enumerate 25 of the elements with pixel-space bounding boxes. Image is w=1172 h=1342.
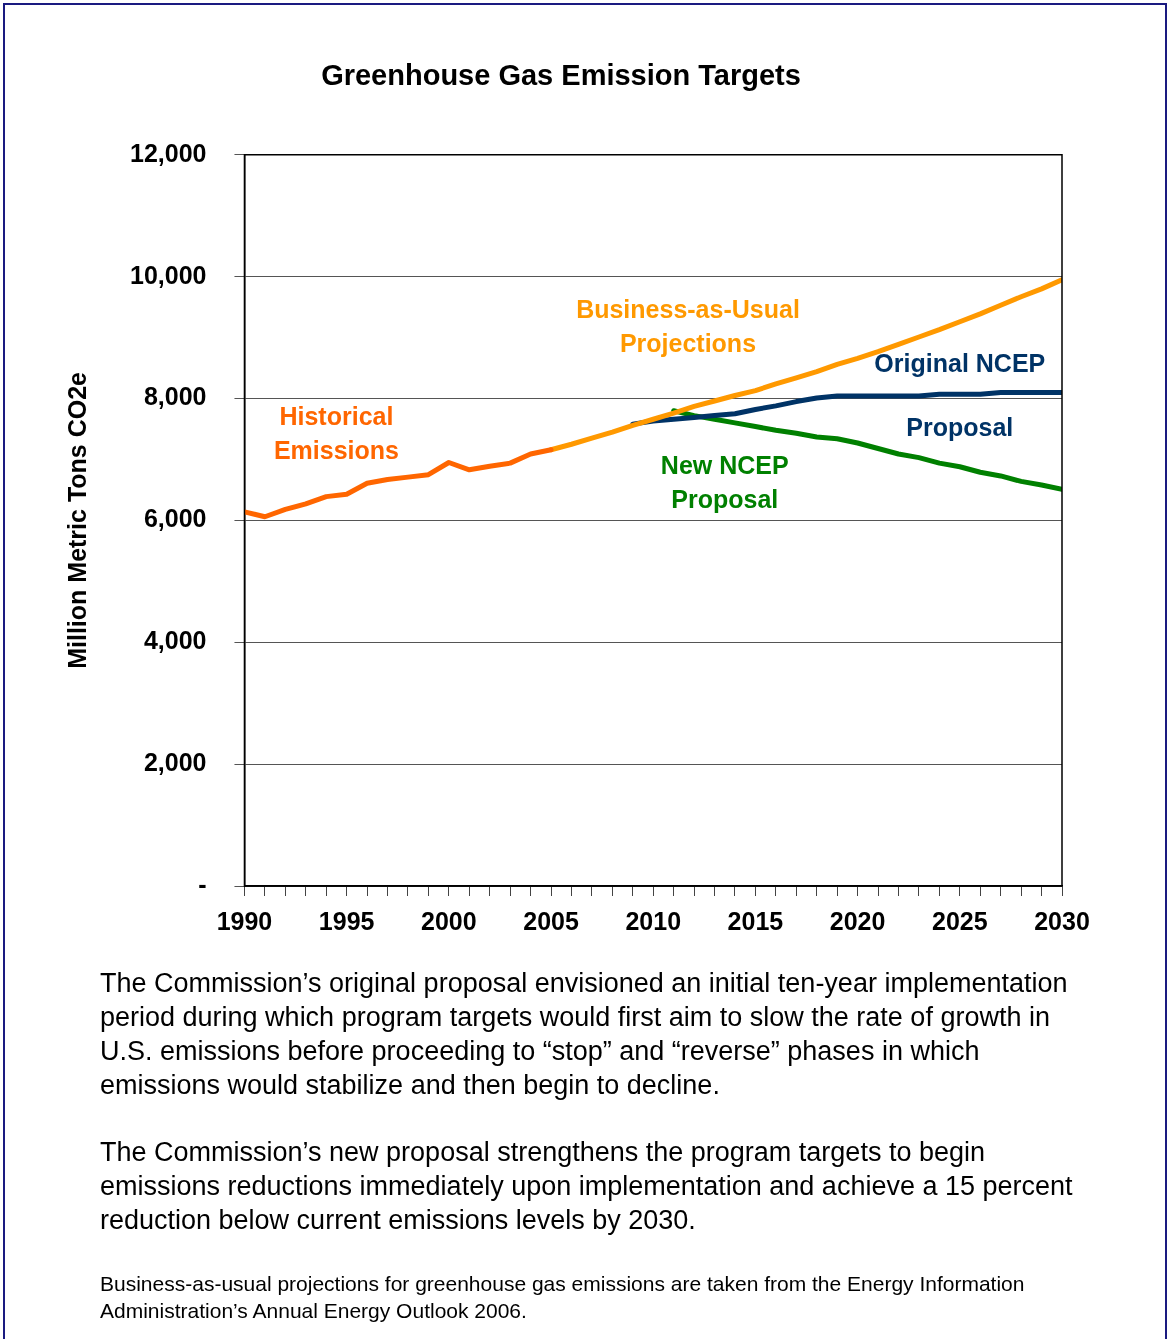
x-tick-label: 2000 xyxy=(421,906,477,935)
y-tick-label: 12,000 xyxy=(130,138,207,167)
x-tick-label: 1990 xyxy=(216,906,273,935)
y-tick-label: 6,000 xyxy=(143,504,207,533)
x-tick-label: 2020 xyxy=(829,906,886,935)
x-tick-label: 1995 xyxy=(318,906,375,935)
y-tick-label: - xyxy=(198,869,207,898)
y-axis-title: Million Metric Tons CO2e xyxy=(62,371,91,669)
x-tick-label: 2010 xyxy=(625,906,682,935)
x-tick-label: 2030 xyxy=(1034,906,1090,935)
text: Original NCEP Proposal xyxy=(874,348,1046,441)
y-tick-label: 2,000 xyxy=(143,748,207,777)
x-tick-label: 2025 xyxy=(932,906,988,935)
y-tick-label: 8,000 xyxy=(143,382,207,411)
chart-title: Greenhouse Gas Emission Targets xyxy=(321,59,801,92)
series-label: Business-as-Usual Projections xyxy=(576,295,800,358)
series-label: New NCEP Proposal xyxy=(660,450,789,513)
text: The Commission’s original proposal envisioned an initial ten-year implementation period during which program targets would first aim to slow the rate of growth in U.S. emissions before proceeding to “stop” and “reverse” phases in which emissions would stabilize and then begin to decline. xyxy=(100,967,1069,1102)
y-tick-label: 10,000 xyxy=(130,260,207,289)
text: Business-as-usual projections for greenhouse gas emissions are taken from the Energy Information Administration’s Annual Energy Outlook 2006. xyxy=(100,1271,1026,1324)
x-tick-label: 2015 xyxy=(727,906,784,935)
series-label: Historical Emissions xyxy=(273,401,399,464)
text: The Commission’s new proposal strengthens the program targets to begin emissions reductions immediately upon implementation and achieve a 15 percent reduction below current emissions levels by 2030. xyxy=(100,1136,1074,1237)
x-tick-label: 2005 xyxy=(523,906,579,935)
y-tick-label: 4,000 xyxy=(143,626,207,655)
